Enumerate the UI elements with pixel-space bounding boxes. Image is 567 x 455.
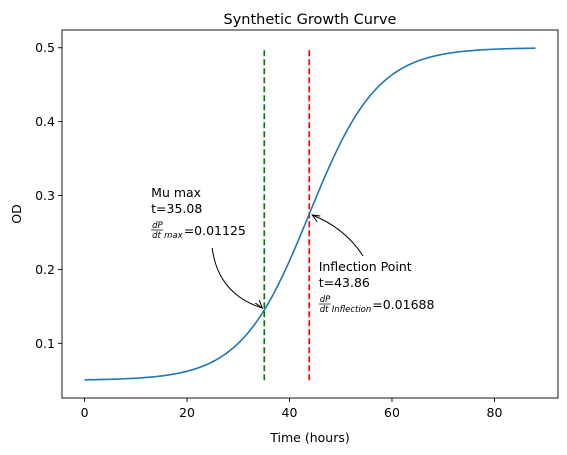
fraction-numerator: dP: [152, 221, 163, 231]
series-line-growth: [84, 47, 536, 381]
fraction-numerator: dP: [320, 295, 331, 305]
annotation-value: =0.01688: [372, 297, 434, 312]
x-tick-label: 20: [179, 405, 195, 420]
annotation-subscript: Inflection: [332, 305, 372, 315]
fraction-denominator: dt: [320, 305, 329, 315]
y-tick-label: 0.3: [35, 188, 55, 203]
x-tick-label: 80: [487, 405, 503, 420]
y-tick-label: 0.4: [35, 114, 55, 129]
plot-frame: [61, 29, 559, 399]
annotation-label: Mu max: [151, 185, 201, 200]
y-axis-label: OD: [9, 204, 24, 223]
annotation-arrow: [312, 214, 364, 257]
annotation-time: t=35.08: [151, 201, 202, 216]
y-tick-label: 0.1: [35, 336, 55, 351]
annotation-label: Inflection Point: [319, 259, 412, 274]
y-axis-ticks: 0.1 0.2 0.3 0.4 0.5: [35, 40, 62, 351]
x-tick-label: 60: [384, 405, 400, 420]
annotation-time: t=43.86: [319, 275, 370, 290]
fraction-denominator: dt: [152, 231, 161, 241]
x-axis-ticks: 0 20 40 60 80: [81, 398, 503, 420]
annotation-value: =0.01125: [184, 223, 246, 238]
y-tick-label: 0.5: [35, 40, 55, 55]
x-tick-label: 0: [81, 405, 89, 420]
x-axis-label: Time (hours): [269, 430, 349, 445]
arrow-head: [311, 214, 321, 223]
chart-title: Synthetic Growth Curve: [224, 12, 397, 28]
x-tick-label: 40: [282, 405, 298, 420]
reference-lines: [263, 47, 311, 381]
annotation-subscript: max: [164, 231, 183, 241]
annotation-arrow: [211, 247, 263, 309]
arrow-head: [255, 299, 264, 310]
y-tick-label: 0.2: [35, 262, 55, 277]
